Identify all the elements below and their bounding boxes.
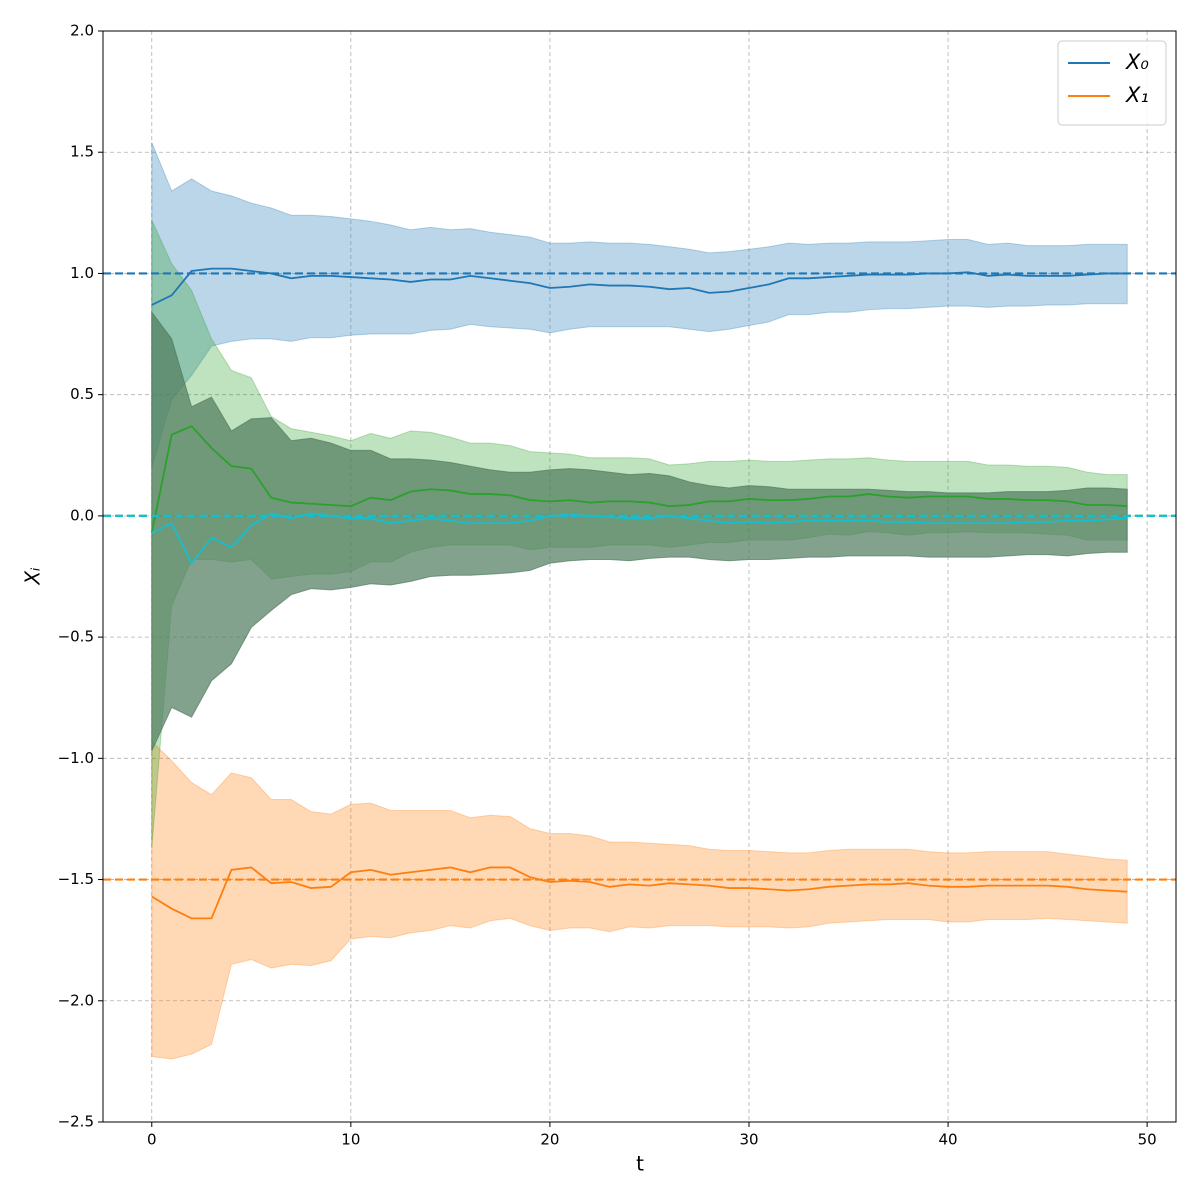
y-tick-label: −2.5 [58, 1113, 94, 1131]
x-axis-label: t [636, 1152, 644, 1176]
plot-area [103, 142, 1176, 1060]
x-tick-label: 10 [341, 1131, 360, 1149]
axes-frame [102, 30, 1177, 1123]
y-tick-label: 1.0 [70, 264, 94, 282]
x-tick-label: 40 [939, 1131, 958, 1149]
y-tick-label: −1.0 [58, 749, 94, 767]
x-tick-label: 30 [739, 1131, 758, 1149]
band [151, 740, 1128, 1060]
band [151, 310, 1128, 752]
x-tick-label: 0 [147, 1131, 157, 1149]
line [151, 866, 1128, 920]
x-tick-label: 50 [1138, 1131, 1157, 1149]
legend-box [1057, 40, 1167, 126]
y-tick-label: 0.5 [70, 385, 94, 403]
y-axis-label: Xᵢ [21, 567, 45, 586]
line [151, 267, 1128, 306]
y-tick-label: 1.5 [70, 143, 94, 161]
y-tick-label: 2.0 [70, 22, 94, 40]
y-tick-label: −2.0 [58, 991, 94, 1009]
y-tick-label: −0.5 [58, 628, 94, 646]
line [150, 425, 1128, 534]
y-tick-label: 0.0 [70, 506, 94, 524]
legend-label: X₁ [1125, 83, 1149, 107]
y-tick-label: −1.5 [58, 870, 94, 888]
x-tick-label: 20 [540, 1131, 559, 1149]
line [151, 512, 1128, 565]
band [151, 142, 1128, 468]
legend-label: X₀ [1125, 50, 1149, 74]
